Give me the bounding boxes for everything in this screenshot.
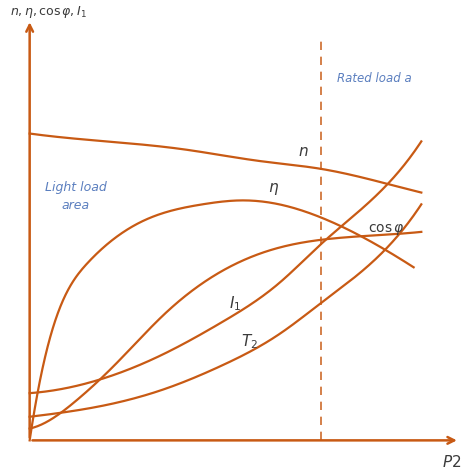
Text: Light load
area: Light load area xyxy=(45,181,107,212)
Text: $P2$: $P2$ xyxy=(442,454,462,470)
Text: $T_2$: $T_2$ xyxy=(241,333,258,351)
Text: $\eta$: $\eta$ xyxy=(268,182,279,198)
Text: $n$: $n$ xyxy=(299,144,309,159)
Text: $n,\eta,\cos\varphi,I_1$: $n,\eta,\cos\varphi,I_1$ xyxy=(10,4,87,19)
Text: Rated load a: Rated load a xyxy=(337,72,411,85)
Text: $I_1$: $I_1$ xyxy=(229,294,242,313)
Text: $\cos\varphi$: $\cos\varphi$ xyxy=(367,222,404,237)
